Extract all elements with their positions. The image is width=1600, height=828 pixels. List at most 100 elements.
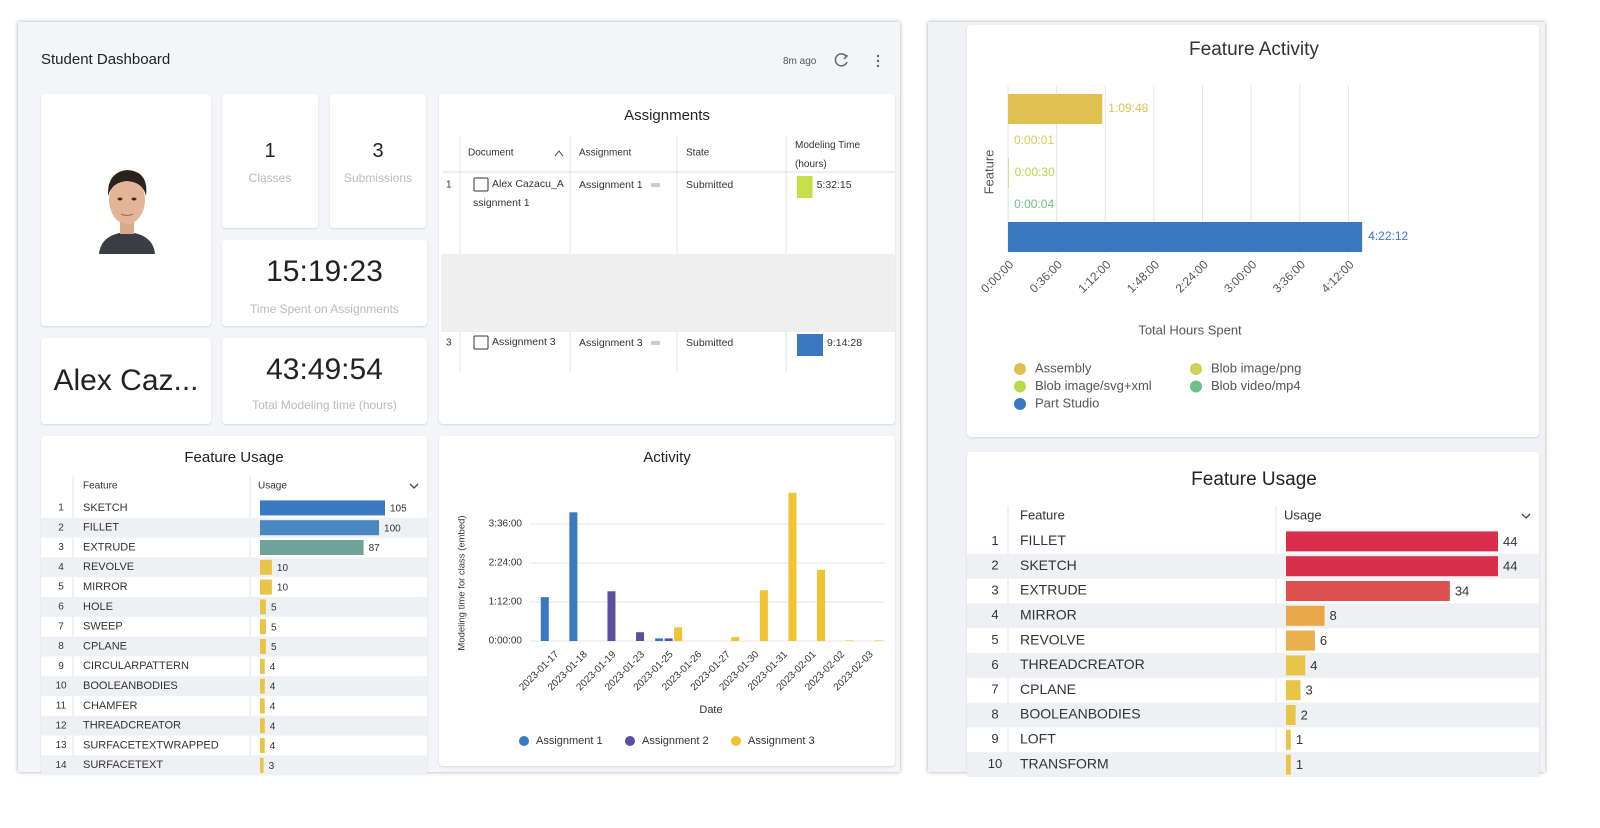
value-label: 0:00:01 <box>1014 133 1054 147</box>
feature-name: SKETCH <box>1020 557 1077 573</box>
avatar <box>99 170 155 254</box>
row-shade <box>41 755 427 776</box>
row-index: 11 <box>56 701 67 712</box>
bar <box>1008 158 1009 188</box>
feature-name: BOOLEANBODIES <box>1020 706 1141 722</box>
bar <box>540 597 549 641</box>
usage-label: 4 <box>270 741 276 752</box>
row-index: 3 <box>58 542 64 553</box>
usage-bar <box>260 738 265 753</box>
x-tick-label: 1:12:00 <box>1075 257 1113 295</box>
usage-bar <box>260 639 266 654</box>
x-tick-label: 0:00:00 <box>978 257 1016 295</box>
row-index: 8 <box>58 641 64 652</box>
row-index: 12 <box>55 720 67 731</box>
usage-bar <box>1286 705 1296 725</box>
feature-name: MIRROR <box>83 581 128 593</box>
legend-marker <box>1014 380 1026 393</box>
row-index: 5 <box>991 632 998 647</box>
row-shade <box>41 715 427 736</box>
x-axis-label: Date <box>699 704 722 716</box>
stat-card: 3 Submissions <box>330 94 426 228</box>
dashboard-title: Student Dashboard <box>41 51 171 68</box>
document-icon <box>473 335 489 350</box>
value-label: 0:00:04 <box>1014 197 1054 211</box>
y-tick-label: 3:36:00 <box>489 519 523 530</box>
column-header: Usage <box>258 481 287 492</box>
row-index: 10 <box>55 681 67 692</box>
x-tick-label: 1:48:00 <box>1124 257 1162 295</box>
row-shade <box>41 597 427 617</box>
x-tick-label: 0:36:00 <box>1027 257 1065 295</box>
feature-name: FILLET <box>83 522 119 534</box>
usage-bar <box>260 757 264 773</box>
x-tick-label: 4:12:00 <box>1319 257 1357 295</box>
usage-bar <box>260 540 364 555</box>
usage-label: 6 <box>1320 633 1327 648</box>
usage-label: 10 <box>277 563 289 574</box>
header-icons[interactable] <box>832 52 888 70</box>
usage-bar <box>260 678 265 694</box>
dropdown-icon[interactable] <box>1521 513 1531 519</box>
usage-label: 1 <box>1296 757 1303 772</box>
legend-marker <box>1190 363 1202 375</box>
row-index: 6 <box>58 602 64 613</box>
usage-label: 8 <box>1330 608 1337 623</box>
time-label: 5:32:15 <box>817 179 852 191</box>
legend-label: Blob video/mp4 <box>1211 378 1301 393</box>
usage-bar <box>1286 556 1498 577</box>
row-shade <box>967 702 1539 728</box>
legend-marker <box>519 736 529 746</box>
usage-bar <box>260 619 266 635</box>
column-header: Modeling Time (hours) <box>795 140 861 170</box>
usage-label: 44 <box>1503 559 1517 574</box>
legend-marker <box>1190 380 1202 393</box>
row-index: 14 <box>55 760 67 771</box>
row-shade <box>441 254 895 332</box>
stat-label: Total Modeling time (hours) <box>252 398 397 412</box>
usage-bar <box>260 559 272 575</box>
usage-label: 44 <box>1503 534 1517 549</box>
legend-label: Assignment 3 <box>748 735 815 747</box>
value-label: 0:00:30 <box>1015 165 1055 179</box>
document-name: Assignment 3 <box>492 336 556 348</box>
row-index: 9 <box>58 661 64 672</box>
sort-icon[interactable] <box>554 150 564 157</box>
usage-label: 4 <box>270 702 276 713</box>
row-index: 1 <box>446 180 452 191</box>
stat-label: Classes <box>248 171 292 185</box>
column-header: Usage <box>1284 507 1322 522</box>
usage-bar <box>1286 605 1325 626</box>
row-index: 7 <box>991 682 998 697</box>
feature-name: TRANSFORM <box>1020 755 1109 771</box>
usage-label: 87 <box>369 543 381 554</box>
usage-bar <box>260 520 380 536</box>
row-index: 7 <box>58 621 64 632</box>
row-shade <box>967 653 1539 678</box>
feature-name: SURFACETEXT <box>83 759 163 771</box>
feature-name: REVOLVE <box>1020 631 1085 647</box>
stat-value: 3 <box>372 140 384 162</box>
bar <box>731 637 740 641</box>
column-header: Document <box>468 148 514 159</box>
row-shade <box>967 752 1539 777</box>
row-index: 13 <box>55 740 67 751</box>
feature-name: SURFACETEXTWRAPPED <box>83 739 219 751</box>
legend-label: Assignment 2 <box>642 735 709 747</box>
usage-label: 4 <box>1310 658 1317 673</box>
stat-card: 15:19:23 Time Spent on Assignments <box>222 240 427 326</box>
usage-label: 4 <box>270 721 276 732</box>
bar <box>1008 222 1363 252</box>
usage-bar <box>260 579 272 595</box>
dropdown-icon[interactable] <box>409 483 419 489</box>
feature-name: CPLANE <box>1020 681 1076 697</box>
column-header: Feature <box>1020 507 1065 522</box>
feature-name: HOLE <box>83 601 113 613</box>
name-card: Alex Caz... <box>41 338 211 424</box>
legend-marker <box>625 736 635 746</box>
table-title: Feature Usage <box>1191 469 1317 490</box>
row-index: 6 <box>991 657 998 672</box>
bar <box>569 512 578 641</box>
x-axis-label: Total Hours Spent <box>1138 322 1242 337</box>
